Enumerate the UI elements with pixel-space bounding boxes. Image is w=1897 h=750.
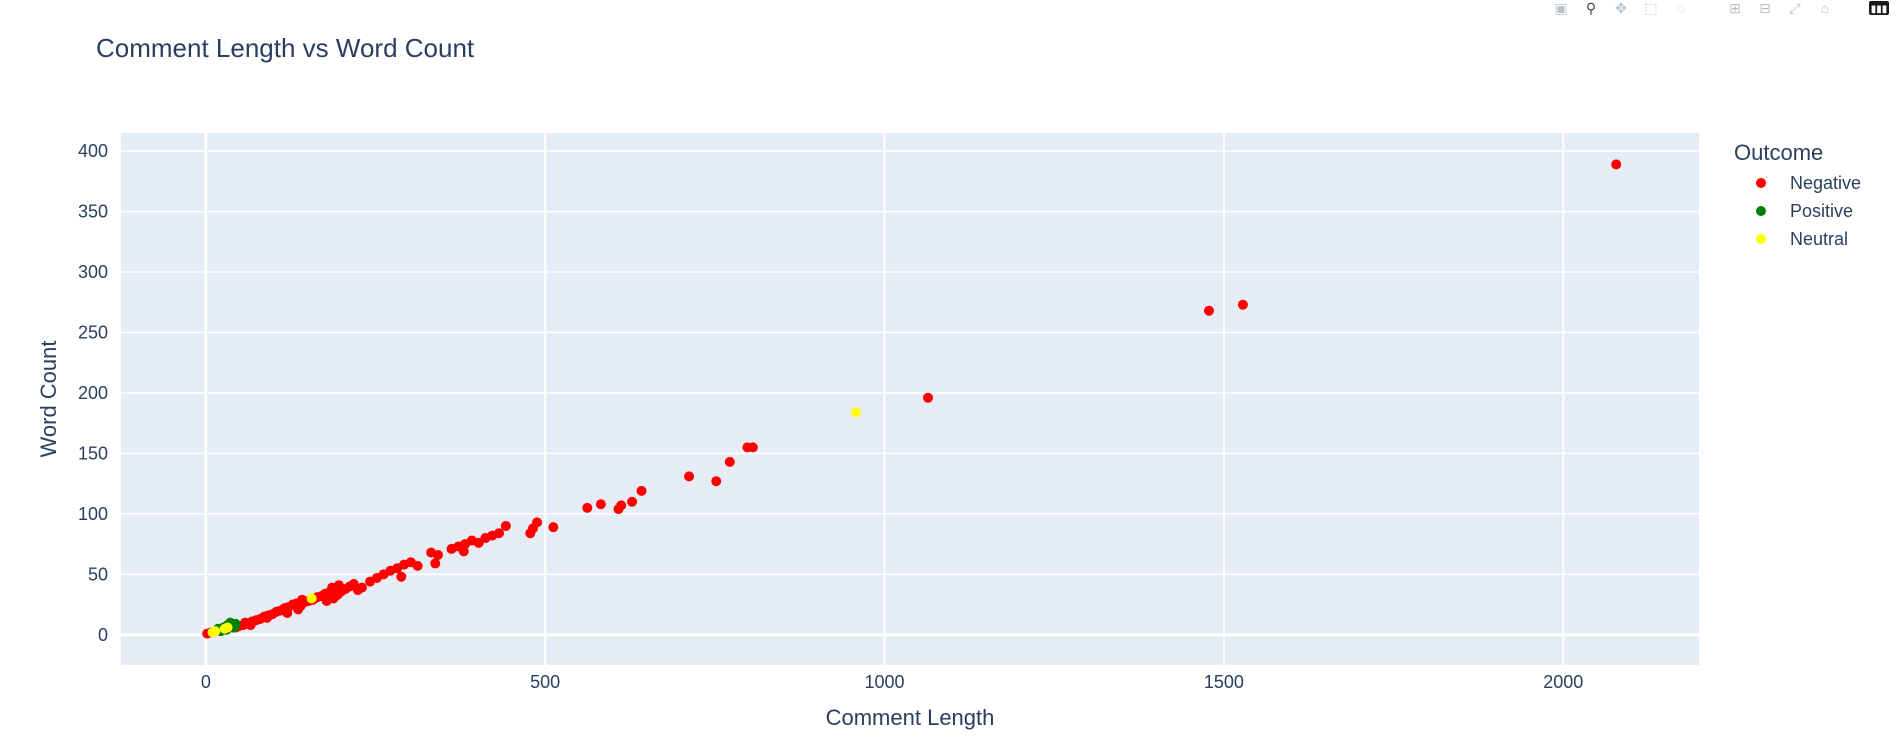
data-point[interactable] (595, 499, 606, 510)
legend-marker (1756, 234, 1766, 244)
legend[interactable]: Outcome Negative Positive Neutral (1734, 140, 1861, 249)
legend-label: Positive (1790, 201, 1853, 221)
data-point[interactable] (293, 604, 304, 615)
data-point[interactable] (458, 546, 469, 557)
zoom-icon[interactable]: ⚲ (1585, 0, 1597, 16)
data-point[interactable] (245, 620, 256, 631)
data-point[interactable] (747, 442, 758, 453)
legend-marker (1756, 206, 1766, 216)
legend-marker (1756, 178, 1766, 188)
y-tick-label: 0 (98, 625, 108, 645)
y-tick-label: 350 (78, 202, 108, 222)
data-point[interactable] (432, 549, 443, 560)
legend-title: Outcome (1734, 140, 1823, 165)
y-tick-label: 100 (78, 504, 108, 524)
data-point[interactable] (321, 595, 332, 606)
data-point[interactable] (306, 593, 317, 604)
data-point[interactable] (636, 485, 647, 496)
modebar: ▣ ⚲ ✥ ⬚ ◌ ⊞ ⊟ ⤢ ⌂ ▮▮▮ (1551, 0, 1889, 16)
data-point[interactable] (327, 582, 338, 593)
data-point[interactable] (500, 520, 511, 531)
data-point[interactable] (1611, 159, 1622, 170)
data-point[interactable] (282, 608, 293, 619)
data-point[interactable] (222, 622, 233, 633)
data-point[interactable] (396, 571, 407, 582)
lasso-icon[interactable]: ◌ (1676, 0, 1686, 16)
box-select-icon[interactable]: ⬚ (1644, 0, 1658, 16)
x-tick-label: 2000 (1543, 672, 1583, 692)
data-point[interactable] (210, 626, 221, 637)
x-tick-label: 1500 (1204, 672, 1244, 692)
data-point[interactable] (1203, 305, 1214, 316)
data-point[interactable] (724, 456, 735, 467)
data-point[interactable] (851, 407, 862, 418)
y-tick-label: 50 (88, 564, 108, 584)
data-point[interactable] (627, 496, 638, 507)
series-neutral[interactable] (207, 407, 862, 638)
data-point[interactable] (532, 517, 543, 528)
data-point[interactable] (356, 582, 367, 593)
data-point[interactable] (494, 528, 505, 539)
pan-icon[interactable]: ✥ (1615, 0, 1627, 16)
data-point[interactable] (1237, 299, 1248, 310)
data-points[interactable] (202, 159, 1622, 639)
x-tick-label: 500 (530, 672, 560, 692)
grid-lines (121, 133, 1699, 665)
y-axis-label: Word Count (36, 341, 61, 458)
data-point[interactable] (616, 500, 627, 511)
camera-icon[interactable]: ▣ (1554, 0, 1568, 16)
autoscale-icon[interactable]: ⤢ (1789, 0, 1801, 16)
data-point[interactable] (297, 594, 308, 605)
legend-item-positive[interactable]: Positive (1756, 201, 1853, 221)
data-point[interactable] (711, 476, 722, 487)
data-point[interactable] (922, 392, 933, 403)
x-tick-label: 1000 (865, 672, 905, 692)
x-tick-label: 0 (201, 672, 211, 692)
data-point[interactable] (412, 560, 423, 571)
reset-axes-icon[interactable]: ⌂ (1820, 0, 1830, 16)
data-point[interactable] (548, 522, 559, 533)
y-tick-label: 300 (78, 262, 108, 282)
legend-item-negative[interactable]: Negative (1756, 173, 1861, 193)
y-tick-label: 150 (78, 443, 108, 463)
x-axis-ticks: 0 500 1000 1500 2000 (201, 672, 1583, 692)
legend-label: Neutral (1790, 229, 1848, 249)
data-point[interactable] (430, 558, 441, 569)
data-point[interactable] (261, 612, 272, 623)
legend-label: Negative (1790, 173, 1861, 193)
y-axis-ticks: 0 50 100 150 200 250 300 350 400 (78, 141, 108, 645)
y-tick-label: 250 (78, 323, 108, 343)
y-tick-label: 200 (78, 383, 108, 403)
data-point[interactable] (582, 502, 593, 513)
x-axis-label: Comment Length (826, 705, 995, 730)
chart-title: Comment Length vs Word Count (96, 33, 475, 63)
y-tick-label: 400 (78, 141, 108, 161)
data-point[interactable] (684, 471, 695, 482)
plotly-logo-icon[interactable]: ▮▮▮ (1869, 1, 1889, 15)
legend-item-neutral[interactable]: Neutral (1756, 229, 1848, 249)
zoom-in-icon[interactable]: ⊞ (1729, 0, 1741, 16)
zoom-out-icon[interactable]: ⊟ (1759, 0, 1771, 16)
